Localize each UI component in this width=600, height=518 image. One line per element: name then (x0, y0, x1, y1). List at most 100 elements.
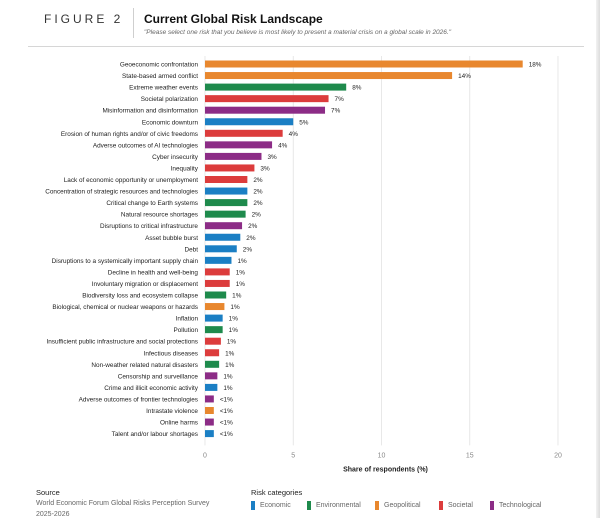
bar (205, 164, 255, 172)
legend-swatch (307, 500, 311, 510)
bar-value-label: 14% (458, 73, 471, 80)
bar (205, 233, 241, 241)
legend-label: Technological (499, 501, 542, 509)
bar-value-label: 5% (299, 119, 309, 126)
bar-value-label: 18% (529, 62, 542, 69)
x-tick-label: 0 (203, 452, 207, 459)
legend-label: Societal (448, 501, 473, 509)
bar-value-label: 1% (237, 258, 247, 265)
bar (205, 395, 214, 403)
legend-swatch (251, 500, 255, 510)
bar-category-label: Lack of economic opportunity or unemploy… (64, 177, 198, 184)
bar (205, 326, 223, 334)
bar-category-label: Debt (185, 246, 199, 253)
page-edge (596, 0, 600, 518)
bar-category-label: Extreme weather events (129, 85, 198, 92)
bar (205, 407, 214, 414)
x-axis-title: Share of respondents (%) (343, 466, 428, 473)
bar-category-label: Adverse outcomes of frontier technologie… (79, 396, 198, 403)
bar-value-label: <1% (220, 408, 233, 415)
legend-swatch (375, 500, 379, 510)
bar-category-label: Natural resource shortages (121, 212, 198, 219)
bar-value-label: 2% (252, 212, 262, 219)
bar (205, 303, 225, 311)
header-divider (133, 8, 134, 38)
source-text-year: 2025-2026 (36, 511, 70, 518)
legend-label: Environmental (316, 501, 361, 509)
bar-value-label: <1% (220, 420, 233, 427)
bar-category-label: Critical change to Earth systems (106, 200, 198, 207)
chart-title: Current Global Risk Landscape (144, 12, 323, 26)
bar-category-label: Intrastate violence (146, 408, 198, 415)
x-tick-label: 10 (378, 452, 386, 459)
bar-value-label: 1% (229, 327, 239, 334)
bar (205, 210, 246, 218)
bar-value-label: <1% (220, 431, 233, 438)
bar-category-label: Decline in health and well-being (108, 269, 199, 276)
bar-value-label: 1% (229, 316, 239, 323)
legend-item: Environmental (307, 500, 361, 510)
x-tick-label: 20 (554, 452, 562, 459)
source-text: World Economic Forum Global Risks Percep… (36, 500, 210, 507)
bar (205, 383, 218, 391)
bar-value-label: 1% (230, 304, 240, 311)
legend-swatch (490, 500, 494, 510)
source-title: Source (36, 488, 60, 497)
bar-value-label: 3% (260, 165, 270, 172)
legend-item: Societal (439, 500, 473, 510)
legend-item: Geopolitical (375, 500, 421, 510)
bar-category-label: Geoeconomic confrontation (120, 62, 199, 69)
bar-value-label: 7% (335, 96, 345, 103)
bar-category-label: Talent and/or labour shortages (112, 431, 198, 438)
legend-item: Technological (490, 500, 541, 510)
bar-category-label: Concentration of strategic resources and… (45, 189, 198, 196)
bar-value-label: 7% (331, 108, 341, 115)
bar-value-label: 2% (246, 235, 256, 242)
bar (205, 106, 326, 114)
bar-value-label: 2% (243, 246, 253, 253)
bar (205, 349, 220, 357)
bar (205, 129, 283, 137)
bar-category-label: Inflation (176, 316, 199, 323)
legend-item: Economic (251, 500, 291, 510)
bar (205, 176, 248, 183)
legend-swatch (439, 500, 443, 510)
figure-footer: Source World Economic Forum Global Risks… (0, 478, 600, 518)
bar (205, 95, 329, 103)
bar-chart: 0 5 10 15 20 Geoeconomic confrontation 18% Stat… (45, 56, 562, 473)
bar-category-label: Insufficient public infrastructure and s… (46, 339, 198, 346)
chart-subtitle: "Please select one risk that you believe… (144, 29, 452, 36)
bar-category-label: Online harms (160, 420, 198, 427)
bar-category-label: Asset bubble burst (145, 235, 198, 242)
bar-category-label: Infectious diseases (144, 350, 198, 357)
bar-value-label: 1% (223, 385, 233, 392)
bar (205, 187, 248, 195)
bar (205, 314, 223, 322)
bar (205, 418, 214, 426)
bar-value-label: 1% (223, 373, 233, 380)
bar (205, 199, 248, 207)
bar (205, 291, 227, 299)
bar (205, 256, 232, 264)
bar-value-label: <1% (220, 396, 233, 403)
legend-label: Economic (260, 501, 291, 509)
bar-value-label: 8% (352, 85, 362, 92)
bar-category-label: Biodiversity loss and ecosystem collapse (82, 293, 198, 300)
bar (205, 268, 230, 276)
bar (205, 60, 523, 68)
bar (205, 141, 273, 149)
bar-category-label: State-based armed conflict (122, 73, 198, 80)
bar (205, 430, 214, 438)
bar-category-label: Adverse outcomes of AI technologies (93, 142, 198, 149)
bar (205, 372, 218, 380)
x-tick-label: 15 (466, 452, 474, 459)
bar (205, 152, 262, 160)
bar-category-label: Cyber insecurity (152, 154, 199, 161)
bar (205, 118, 294, 126)
bar (205, 83, 347, 91)
bar-category-label: Disruptions to a systemically important … (52, 258, 199, 265)
x-tick-label: 5 (291, 452, 295, 459)
bar-value-label: 1% (225, 350, 235, 357)
legend-label: Geopolitical (384, 501, 421, 509)
